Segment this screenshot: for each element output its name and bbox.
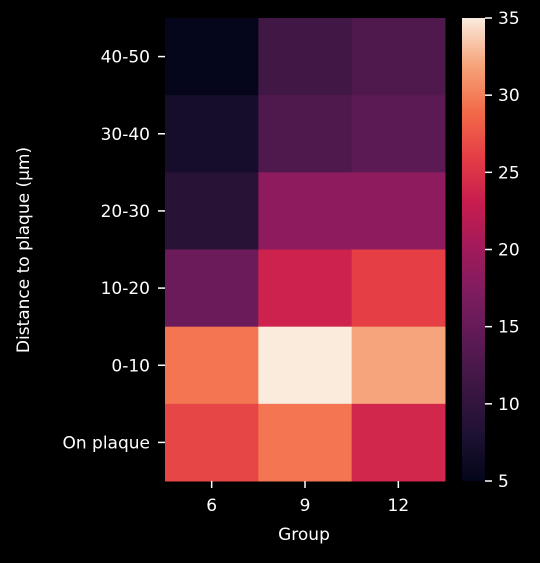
heatmap-cell [351, 326, 446, 405]
heatmap-cell [351, 172, 446, 250]
x-tick-label: 12 [388, 496, 410, 516]
y-tick-label: 0-10 [111, 356, 150, 376]
y-axis: 40-50 30-40 20-30 10-20 0-10 On plaque [62, 48, 165, 453]
heatmap-cell [165, 249, 259, 328]
heatmap-cell [258, 172, 353, 250]
heatmap-cell [165, 18, 259, 96]
colorbar-tick-label: 25 [498, 163, 520, 183]
heatmap-cell [258, 18, 353, 96]
heatmap-cell [165, 403, 259, 482]
colorbar-tick-label: 35 [498, 9, 520, 29]
colorbar-tick-label: 15 [498, 318, 520, 338]
heatmap-cell [258, 95, 353, 173]
heatmap-cell [351, 403, 446, 482]
y-tick-label: 30-40 [101, 125, 150, 145]
heatmap-cell [165, 95, 259, 173]
x-tick-label: 6 [206, 496, 217, 516]
heatmap-cell [258, 326, 353, 405]
x-tick-label: 9 [300, 496, 311, 516]
heatmap-cell [165, 172, 259, 250]
colorbar-tick-label: 30 [498, 86, 520, 106]
y-tick-label: 10-20 [101, 279, 150, 299]
y-tick-label: 20-30 [101, 202, 150, 222]
colorbar-tick-label: 10 [498, 395, 520, 415]
heatmap-cell [258, 249, 353, 328]
heatmap-cell [351, 95, 446, 173]
x-axis-label: Group [278, 525, 330, 545]
colorbar [462, 18, 485, 481]
colorbar-tick-label: 5 [498, 472, 509, 492]
y-tick-label: 40-50 [101, 48, 150, 68]
y-axis-label: Distance to plaque (µm) [14, 147, 34, 353]
heatmap-cell [165, 326, 259, 405]
colorbar-tick-label: 20 [498, 241, 520, 261]
heatmap-cells [165, 18, 446, 482]
heatmap-cell [351, 249, 446, 328]
heatmap-cell [258, 403, 353, 482]
y-tick-label: On plaque [62, 433, 150, 453]
heatmap-cell [351, 18, 446, 96]
x-axis: 6 9 12 [206, 481, 409, 516]
colorbar-ticks: 5 10 15 20 25 30 35 [485, 9, 520, 492]
